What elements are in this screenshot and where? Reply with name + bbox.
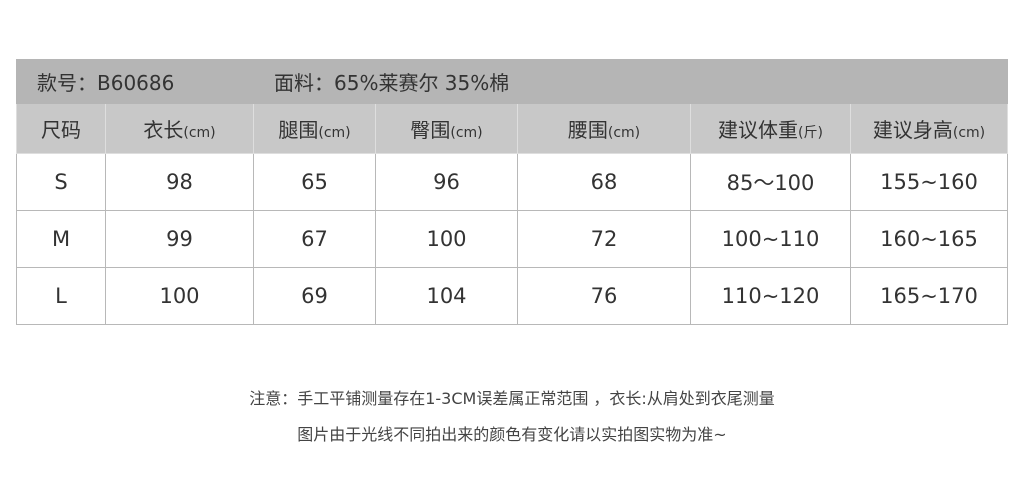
table-cell: 99 bbox=[105, 210, 254, 268]
column-header: 尺码 bbox=[16, 103, 106, 154]
header-label: 臀围 bbox=[410, 118, 451, 142]
table-cell: 69 bbox=[253, 267, 376, 325]
column-header: 建议身高(cm) bbox=[849, 103, 1009, 154]
table-cell: 155~160 bbox=[849, 153, 1009, 211]
column-header: 建议体重(斤) bbox=[690, 103, 851, 154]
table-cell: 100 bbox=[375, 210, 518, 268]
column-header: 腿围(cm) bbox=[253, 103, 376, 154]
title-row: 款号：B60686 面料：65%莱赛尔 35%棉 bbox=[16, 59, 1009, 104]
header-label: 衣长 bbox=[143, 118, 184, 142]
table-cell: 76 bbox=[517, 267, 691, 325]
column-header: 腰围(cm) bbox=[517, 103, 691, 154]
header-unit: (cm) bbox=[607, 125, 641, 141]
table-row: S 98 65 96 68 85～100 155~160 bbox=[16, 153, 1009, 211]
note-line-1: 注意：手工平铺测量存在1-3CM误差属正常范围 ，衣长:从肩处到衣尾测量 bbox=[249, 389, 775, 408]
table-cell: S bbox=[16, 153, 106, 211]
table-cell: 85～100 bbox=[690, 153, 851, 211]
header-label: 腿围 bbox=[278, 118, 319, 142]
table-cell: L bbox=[16, 267, 106, 325]
header-unit: (cm) bbox=[318, 125, 351, 141]
table-cell: 100 bbox=[105, 267, 254, 325]
header-unit: (cm) bbox=[183, 125, 216, 141]
column-header: 臀围(cm) bbox=[375, 103, 518, 154]
table-cell: 104 bbox=[375, 267, 518, 325]
table-cell: 100~110 bbox=[690, 210, 851, 268]
fabric: 面料：65%莱赛尔 35%棉 bbox=[252, 59, 1009, 104]
table-cell: 165~170 bbox=[849, 267, 1009, 325]
header-unit: (cm) bbox=[952, 125, 986, 141]
table-cell: 72 bbox=[517, 210, 691, 268]
table-row: M 99 67 100 72 100~110 160~165 bbox=[16, 210, 1009, 268]
header-row: 尺码 衣长(cm) 腿围(cm) 臀围(cm) 腰围(cm) 建议体重(斤) 建议身高(cm… bbox=[16, 103, 1009, 154]
table-cell: 110~120 bbox=[690, 267, 851, 325]
header-label: 腰围 bbox=[567, 118, 608, 142]
size-chart-table: 款号：B60686 面料：65%莱赛尔 35%棉 尺码 衣长(cm) 腿围(cm) 臀… bbox=[16, 59, 1009, 325]
style-number: 款号：B60686 bbox=[16, 59, 254, 104]
table-cell: 96 bbox=[375, 153, 518, 211]
column-header: 衣长(cm) bbox=[105, 103, 254, 154]
table-cell: 98 bbox=[105, 153, 254, 211]
header-label: 建议身高 bbox=[872, 118, 953, 142]
table-cell: 68 bbox=[517, 153, 691, 211]
table-cell: 65 bbox=[253, 153, 376, 211]
table-cell: 160~165 bbox=[849, 210, 1009, 268]
table-cell: 67 bbox=[253, 210, 376, 268]
header-label: 建议体重 bbox=[718, 118, 799, 142]
header-unit: (cm) bbox=[450, 125, 483, 141]
header-unit: (斤) bbox=[798, 125, 823, 141]
note-line-2: 图片由于光线不同拍出来的颜色有变化请以实拍图实物为准~ bbox=[297, 425, 727, 444]
table-cell: M bbox=[16, 210, 106, 268]
table-row: L 100 69 104 76 110~120 165~170 bbox=[16, 267, 1009, 325]
header-label: 尺码 bbox=[41, 118, 81, 142]
